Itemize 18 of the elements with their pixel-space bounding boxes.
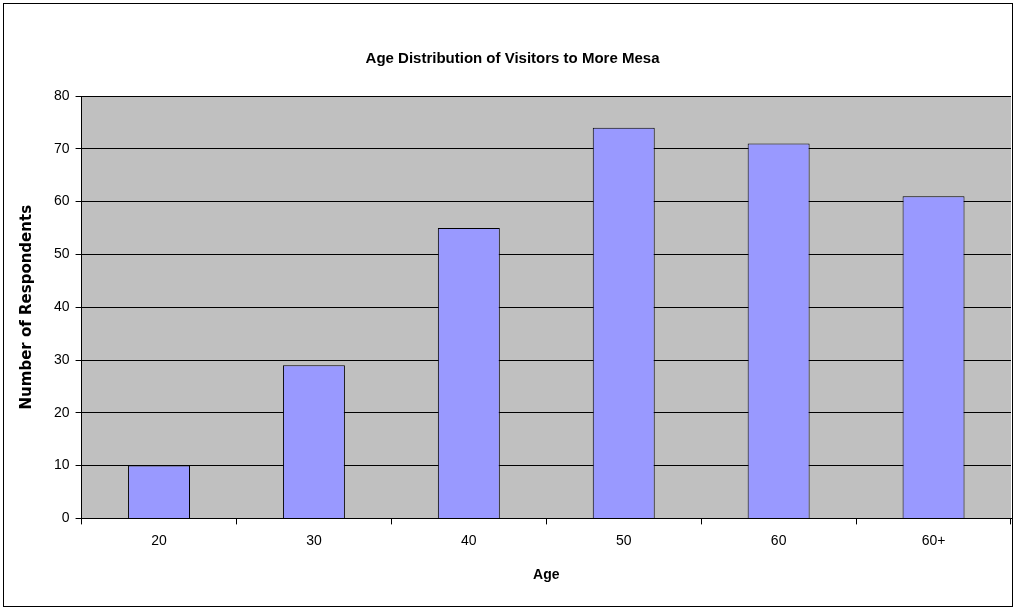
y-tick-label: 20 xyxy=(53,403,70,420)
x-tick-label: 60 xyxy=(770,531,787,548)
y-tick-label: 70 xyxy=(53,139,70,156)
y-axis-title: Number of Respondents xyxy=(16,204,35,410)
y-tick-label: 0 xyxy=(61,509,70,526)
y-tick-label: 60 xyxy=(53,192,70,209)
x-tick-label: 60+ xyxy=(921,531,946,548)
chart-title: Age Distribution of Visitors to More Mesa xyxy=(365,49,661,67)
y-tick-label: 80 xyxy=(53,86,70,103)
y-tick-label: 10 xyxy=(53,456,70,473)
y-tick-label: 40 xyxy=(53,298,70,315)
x-tick-label: 20 xyxy=(151,531,168,548)
x-tick-label: 50 xyxy=(615,531,632,548)
y-tick-label: 50 xyxy=(53,245,70,262)
x-axis-title: Age xyxy=(533,566,560,583)
x-tick-label: 30 xyxy=(306,531,322,548)
x-tick-label: 40 xyxy=(461,531,477,548)
y-tick-label: 30 xyxy=(53,350,70,367)
